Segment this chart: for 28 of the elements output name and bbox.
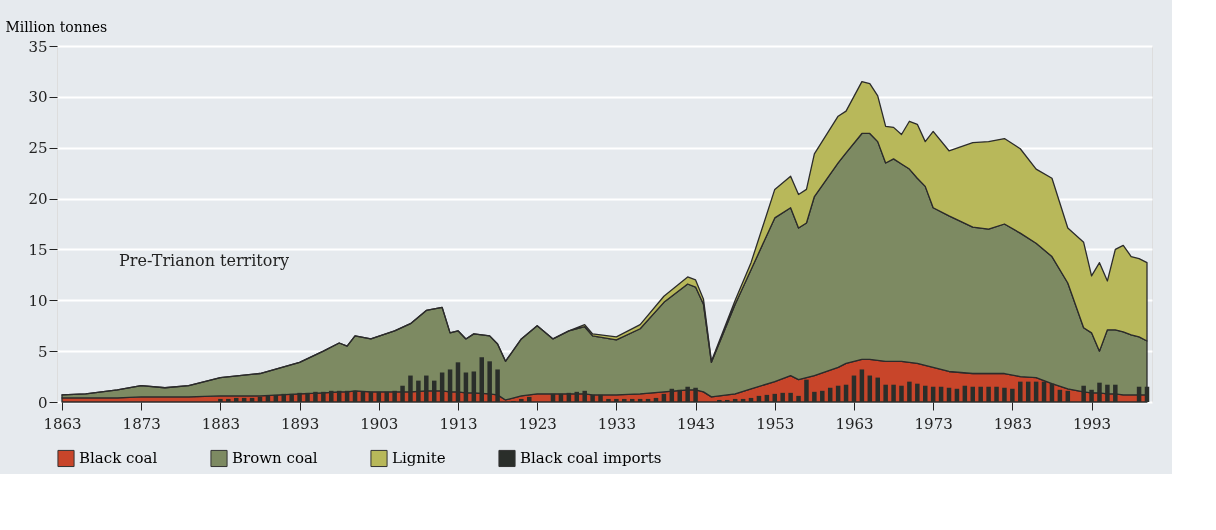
x-tick-label: 1943: [676, 414, 716, 433]
y-tick-label: 10: [28, 291, 48, 310]
x-tick-label: 1973: [914, 414, 953, 433]
x-tick-label: 1903: [360, 414, 399, 433]
y-axis-title: Million tonnes: [5, 18, 108, 35]
x-tick-label: 1993: [1072, 414, 1112, 433]
x-tick-label: 1923: [518, 414, 557, 433]
x-tick-label: 1893: [281, 414, 320, 433]
y-tick-label: 0: [37, 393, 48, 412]
y-tick-label: 15: [28, 240, 48, 259]
x-tick-label: 1933: [597, 414, 636, 433]
x-tick-label: 1963: [835, 414, 874, 433]
y-tick-label: 5: [37, 342, 48, 361]
legend-label: Brown coal: [232, 449, 318, 468]
legend-label: Black coal imports: [520, 449, 662, 468]
annotation: Pre-Trianon territory: [119, 251, 290, 270]
y-tick-label: 25: [28, 139, 48, 158]
x-tick-label: 1863: [43, 414, 82, 433]
y-tick-label: 35: [28, 37, 48, 56]
legend-label: Black coal: [79, 449, 158, 468]
y-tick-label: 30: [28, 88, 48, 107]
x-tick-label: 1983: [993, 414, 1032, 433]
x-tick-label: 1873: [122, 414, 161, 433]
x-tick-label: 1953: [756, 414, 795, 433]
x-tick-label: 1883: [201, 414, 240, 433]
legend-label: Lignite: [392, 449, 446, 468]
y-tick-label: 20: [28, 190, 48, 209]
x-tick-label: 1913: [439, 414, 478, 433]
